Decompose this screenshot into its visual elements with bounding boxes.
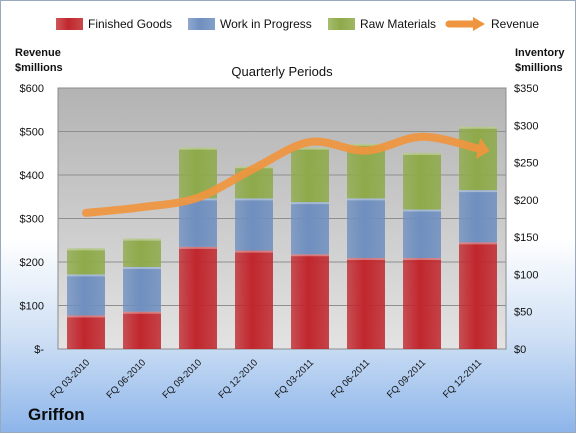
legend-swatch: [328, 18, 355, 30]
category-label: FQ 06-2010: [104, 357, 148, 401]
bar-work-in-progress: [347, 198, 385, 259]
category-label: FQ 03-2011: [273, 357, 316, 400]
bar-finished-goods: [179, 246, 217, 349]
bar-finished-goods: [235, 250, 273, 349]
category-label: FQ 12-2010: [216, 357, 260, 401]
legend-swatch: [56, 18, 83, 30]
bar-work-in-progress: [291, 202, 329, 255]
bar-raw-materials: [403, 152, 441, 210]
right-tick-label: $50: [514, 307, 532, 319]
revenue-arrowhead: [475, 137, 490, 160]
bar-raw-materials: [123, 238, 161, 267]
bar-work-in-progress: [459, 190, 497, 243]
bar-finished-goods: [403, 258, 441, 349]
left-tick-label: $100: [20, 301, 44, 313]
revenue-line: [82, 132, 482, 217]
legend-label: Finished Goods: [88, 17, 172, 31]
bar-work-in-progress: [235, 198, 273, 251]
bar-finished-goods: [347, 258, 385, 349]
left-tick-label: $300: [20, 214, 44, 226]
bar-work-in-progress: [67, 274, 105, 316]
right-axis-unit: $millions: [515, 62, 563, 74]
company-name: Griffon: [28, 405, 85, 424]
category-label: FQ 03-2010: [48, 357, 92, 401]
left-axis-title: Revenue: [15, 47, 61, 59]
right-tick-label: $200: [514, 195, 538, 207]
right-tick-label: $150: [514, 232, 538, 244]
bar-finished-goods: [123, 311, 161, 349]
bar-raw-materials: [459, 126, 497, 191]
category-label: FQ 09-2010: [160, 357, 204, 401]
bar-work-in-progress: [403, 209, 441, 259]
right-tick-label: $350: [514, 83, 538, 95]
category-label: FQ 09-2011: [385, 357, 428, 400]
category-label: FQ 12-2011: [441, 357, 484, 400]
right-tick-label: $300: [514, 120, 538, 132]
left-tick-label: $-: [34, 344, 44, 356]
legend-arrow-revenue: [473, 17, 485, 31]
bar-finished-goods: [459, 242, 497, 349]
bar-work-in-progress: [123, 266, 161, 312]
left-tick-label: $600: [20, 83, 44, 95]
right-tick-label: $100: [514, 269, 538, 281]
chart-title: Quarterly Periods: [231, 64, 333, 79]
left-axis-unit: $millions: [15, 62, 63, 74]
bar-finished-goods: [67, 315, 105, 349]
bar-raw-materials: [67, 248, 105, 275]
category-label: FQ 06-2011: [329, 357, 372, 400]
legend-label: Revenue: [491, 17, 539, 31]
left-tick-label: $500: [20, 127, 44, 139]
right-tick-label: $0: [514, 344, 526, 356]
left-tick-label: $200: [20, 257, 44, 269]
bar-raw-materials: [291, 147, 329, 203]
legend-label: Raw Materials: [360, 17, 436, 31]
bar-work-in-progress: [179, 198, 217, 247]
left-tick-label: $400: [20, 170, 44, 182]
right-tick-label: $250: [514, 158, 538, 170]
bar-finished-goods: [291, 254, 329, 349]
legend-label: Work in Progress: [220, 17, 312, 31]
right-axis-title: Inventory: [515, 47, 565, 59]
legend-swatch: [188, 18, 215, 30]
